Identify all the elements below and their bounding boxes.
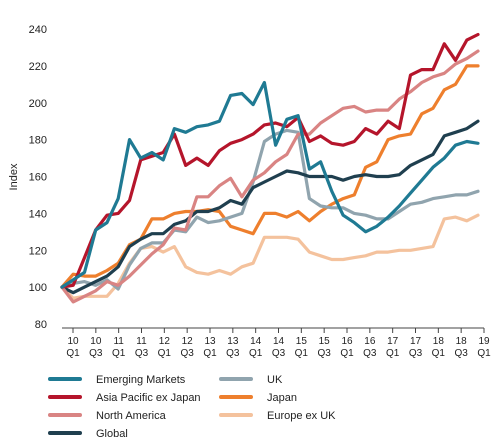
- series-line-north-america: [60, 49, 480, 304]
- y-tick-label: 160: [29, 172, 47, 184]
- x-tick-year: 14: [250, 336, 262, 347]
- x-tick-year: 15: [319, 336, 331, 347]
- x-tick-quarter: Q3: [454, 348, 468, 359]
- axis-layer: Index8010012014016018020022024010Q110Q31…: [8, 24, 491, 359]
- x-tick-year: 10: [90, 336, 102, 347]
- x-tick-quarter: Q1: [432, 348, 446, 359]
- legend-item-emerging-markets: Emerging Markets: [48, 374, 186, 386]
- legend-label: Asia Pacific ex Japan: [96, 392, 201, 404]
- y-tick-label: 200: [29, 98, 47, 110]
- x-tick-year: 11: [136, 336, 147, 347]
- y-tick-label: 240: [29, 24, 47, 36]
- y-tick-label: 140: [29, 208, 47, 220]
- legend-item-japan: Japan: [219, 392, 297, 404]
- series-line-emerging-markets: [60, 80, 480, 289]
- y-tick-label: 220: [29, 61, 47, 73]
- x-tick-year: 17: [410, 336, 422, 347]
- x-tick-quarter: Q1: [386, 348, 400, 359]
- x-tick-year: 10: [67, 336, 79, 347]
- x-tick-quarter: Q1: [340, 348, 354, 359]
- x-tick-year: 12: [159, 336, 171, 347]
- series-line-asia-pacific-ex-japan: [60, 32, 480, 289]
- x-tick-year: 17: [387, 336, 399, 347]
- legend-label: Europe ex UK: [267, 410, 336, 422]
- x-tick-year: 12: [182, 336, 194, 347]
- legend-label: Global: [96, 428, 128, 440]
- x-tick-quarter: Q3: [226, 348, 240, 359]
- x-tick-quarter: Q3: [135, 348, 149, 359]
- legend-item-asia-pacific-ex-japan: Asia Pacific ex Japan: [48, 392, 201, 404]
- x-tick-quarter: Q3: [180, 348, 194, 359]
- x-tick-year: 18: [433, 336, 445, 347]
- x-tick-quarter: Q3: [409, 348, 423, 359]
- x-tick-year: 13: [204, 336, 216, 347]
- x-tick-year: 16: [341, 336, 353, 347]
- legend-item-uk: UK: [219, 374, 283, 386]
- x-tick-quarter: Q1: [249, 348, 263, 359]
- series-line-global: [60, 119, 480, 295]
- y-axis-title: Index: [8, 163, 20, 190]
- legend-label: Emerging Markets: [96, 374, 186, 386]
- x-tick-year: 15: [296, 336, 308, 347]
- legend-item-north-america: North America: [48, 410, 167, 422]
- y-tick-label: 180: [29, 135, 47, 147]
- x-tick-year: 16: [364, 336, 376, 347]
- x-tick-quarter: Q3: [363, 348, 377, 359]
- x-tick-year: 18: [456, 336, 468, 347]
- x-tick-year: 13: [227, 336, 239, 347]
- series-layer: [60, 32, 480, 304]
- x-tick-quarter: Q1: [158, 348, 172, 359]
- legend-label: North America: [96, 410, 167, 422]
- legend: Emerging Markets Asia Pacific ex Japan Nor…: [48, 374, 336, 440]
- x-tick-quarter: Q1: [295, 348, 309, 359]
- x-tick-quarter: Q3: [272, 348, 286, 359]
- series-line-uk: [60, 128, 480, 291]
- y-tick-label: 100: [29, 282, 47, 294]
- legend-label: UK: [267, 374, 283, 386]
- x-tick-quarter: Q3: [89, 348, 103, 359]
- legend-item-global: Global: [48, 428, 128, 440]
- x-tick-year: 14: [273, 336, 285, 347]
- x-tick-quarter: Q1: [66, 348, 80, 359]
- x-tick-quarter: Q1: [112, 348, 126, 359]
- x-tick-quarter: Q3: [317, 348, 331, 359]
- y-tick-label: 80: [35, 319, 47, 331]
- legend-item-europe-ex-uk: Europe ex UK: [219, 410, 336, 422]
- y-tick-label: 120: [29, 245, 47, 257]
- x-tick-quarter: Q1: [477, 348, 491, 359]
- x-tick-year: 19: [478, 336, 490, 347]
- legend-label: Japan: [267, 392, 297, 404]
- x-tick-year: 11: [113, 336, 124, 347]
- x-tick-quarter: Q1: [203, 348, 217, 359]
